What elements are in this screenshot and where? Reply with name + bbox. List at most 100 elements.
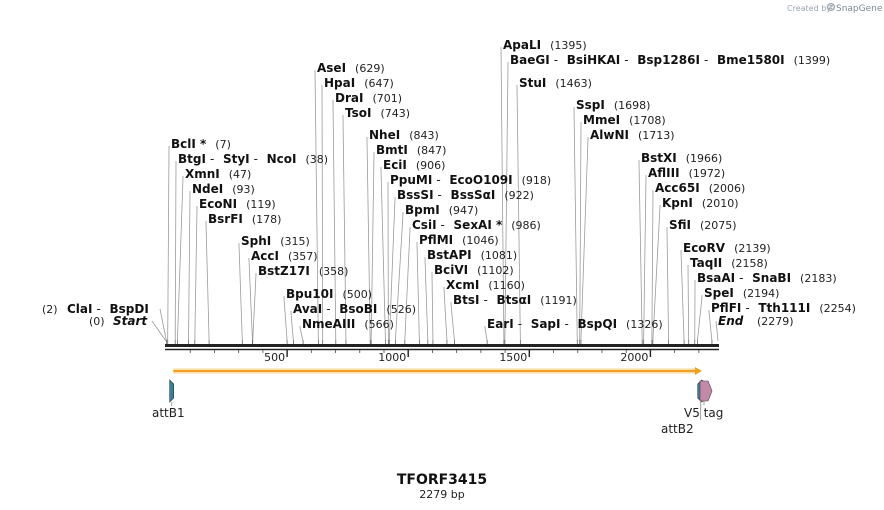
site-mmei[interactable]: MmeI (1708) bbox=[583, 113, 666, 127]
site-bcivi[interactable]: BciVI (1102) bbox=[434, 263, 514, 277]
site-pflfi[interactable]: PflFI - Tth111I (2254) bbox=[711, 301, 856, 315]
site-separator: - bbox=[564, 317, 568, 331]
ruler-tick-label: 1000 bbox=[378, 351, 406, 364]
site-bsssi[interactable]: BssSI - BssSαI (922) bbox=[397, 188, 534, 202]
site-tsoi[interactable]: TsoI (743) bbox=[345, 106, 410, 120]
site-leader-line bbox=[579, 122, 582, 342]
site-position: (986) bbox=[511, 219, 541, 232]
site-leader-line bbox=[697, 295, 703, 342]
site-leader-line bbox=[380, 167, 386, 342]
site-bstapi[interactable]: BstAPI (1081) bbox=[427, 248, 517, 262]
enzyme-name: Bme1580I bbox=[717, 53, 785, 67]
site-separator: - bbox=[704, 53, 708, 67]
site-leader-line bbox=[443, 287, 448, 342]
site-btsi[interactable]: BtsI - BtsαI (1191) bbox=[453, 293, 577, 307]
sequence-end-label: End (2279) bbox=[718, 314, 794, 328]
feature-track[interactable] bbox=[169, 367, 713, 420]
site-bstxi[interactable]: BstXI (1966) bbox=[641, 151, 722, 165]
site-xmni[interactable]: XmnI (47) bbox=[185, 167, 251, 181]
site-bsaai[interactable]: BsaAI - SnaBI (2183) bbox=[697, 271, 837, 285]
site-position: (315) bbox=[280, 235, 310, 248]
site-ecorv[interactable]: EcoRV (2139) bbox=[683, 241, 771, 255]
feature-v5-tag[interactable] bbox=[699, 380, 713, 402]
site-leader-line bbox=[366, 137, 371, 342]
site-sspi[interactable]: SspI (1698) bbox=[576, 98, 650, 112]
site-kpni[interactable]: KpnI (2010) bbox=[662, 196, 738, 210]
site-separator: - bbox=[441, 218, 445, 232]
site-ndei[interactable]: NdeI (93) bbox=[192, 182, 255, 196]
site-position: (743) bbox=[380, 107, 410, 120]
site-acci[interactable]: AccI (357) bbox=[251, 249, 318, 263]
sequence-start-label: (0) Start bbox=[89, 314, 148, 328]
ruler-tick-label: 2000 bbox=[620, 351, 648, 364]
enzyme-name: BtsI bbox=[453, 293, 480, 307]
site-econi[interactable]: EcoNI (119) bbox=[199, 197, 276, 211]
site-baegi[interactable]: BaeGI - BsiHKAI - Bsp1286I - Bme1580I (1399) bbox=[510, 53, 830, 67]
site-acc65i[interactable]: Acc65I (2006) bbox=[655, 181, 745, 195]
site-spei[interactable]: SpeI (2194) bbox=[704, 286, 779, 300]
site-taqii[interactable]: TaqII (2158) bbox=[690, 256, 768, 270]
site-separator: - bbox=[518, 317, 522, 331]
sequence-name: TFORF3415 bbox=[397, 472, 487, 488]
site-stui[interactable]: StuI (1463) bbox=[519, 76, 592, 90]
site-leader-line bbox=[424, 257, 429, 342]
start-label: Start bbox=[113, 314, 148, 328]
site-leader-line bbox=[176, 176, 184, 342]
site-pflmi[interactable]: PflMI (1046) bbox=[419, 233, 499, 247]
site-bcli[interactable]: BclI * (7) bbox=[171, 137, 231, 151]
site-position: (2075) bbox=[700, 219, 737, 232]
site-nmeaiii[interactable]: NmeAIII (566) bbox=[302, 317, 394, 331]
site-bpu10i[interactable]: Bpu10I (500) bbox=[286, 287, 372, 301]
enzyme-name: ApaLI bbox=[503, 38, 541, 52]
orf-arrow-head[interactable] bbox=[695, 367, 703, 375]
site-drai[interactable]: DraI (701) bbox=[335, 91, 402, 105]
enzyme-name: KpnI bbox=[662, 196, 693, 210]
site-asei[interactable]: AseI (629) bbox=[317, 61, 385, 75]
site-leader-line bbox=[573, 107, 578, 342]
enzyme-name: Bpu10I bbox=[286, 287, 333, 301]
enzyme-name: PflMI bbox=[419, 233, 453, 247]
site-separator: - bbox=[210, 152, 214, 166]
site-ppumi[interactable]: PpuMI - EcoO109I (918) bbox=[390, 173, 551, 187]
site-leader-line bbox=[314, 70, 319, 342]
enzyme-name: StyI bbox=[223, 152, 250, 166]
site-alwni[interactable]: AlwNI (1713) bbox=[590, 128, 675, 142]
snapgene-logo-icon bbox=[826, 2, 836, 12]
site-clai[interactable]: (2) ClaI - BspDI bbox=[42, 302, 149, 316]
site-xcmi[interactable]: XcmI (1160) bbox=[446, 278, 525, 292]
enzyme-name: NheI bbox=[369, 128, 400, 142]
site-btgi[interactable]: BtgI - StyI - NcoI (38) bbox=[178, 152, 328, 166]
feature-attb1[interactable] bbox=[169, 379, 174, 403]
site-position: (647) bbox=[364, 77, 394, 90]
enzyme-name: AlwNI bbox=[590, 128, 629, 142]
site-leader-line bbox=[500, 47, 505, 342]
site-afliii[interactable]: AflIII (1972) bbox=[648, 166, 725, 180]
site-leader-line bbox=[248, 258, 253, 342]
site-eari[interactable]: EarI - SapI - BspQI (1326) bbox=[487, 317, 663, 331]
site-hpai[interactable]: HpaI (647) bbox=[324, 76, 394, 90]
site-csii[interactable]: CsiI - SexAI * (986) bbox=[412, 218, 541, 232]
site-position: (7) bbox=[215, 138, 231, 151]
site-nhei[interactable]: NheI (843) bbox=[369, 128, 439, 142]
enzyme-name: XmnI bbox=[185, 167, 220, 181]
site-bpmi[interactable]: BpmI (947) bbox=[405, 203, 478, 217]
site-leader-line bbox=[194, 206, 198, 342]
site-separator: - bbox=[484, 293, 488, 307]
enzyme-name: BssSI bbox=[397, 188, 434, 202]
enzyme-name: BciVI bbox=[434, 263, 468, 277]
site-bsrfi[interactable]: BsrFI (178) bbox=[208, 212, 281, 226]
enzyme-name: BpmI bbox=[405, 203, 440, 217]
enzyme-name: TsoI bbox=[345, 106, 371, 120]
dna-backbone[interactable] bbox=[165, 344, 719, 351]
site-sfii[interactable]: SfiI (2075) bbox=[669, 218, 737, 232]
site-position: (922) bbox=[504, 189, 534, 202]
site-bmti[interactable]: BmtI (847) bbox=[376, 143, 446, 157]
site-apali[interactable]: ApaLI (1395) bbox=[503, 38, 587, 52]
site-sphi[interactable]: SphI (315) bbox=[241, 234, 310, 248]
site-avai[interactable]: AvaI - BsoBI (526) bbox=[293, 302, 416, 316]
site-leader-line bbox=[159, 308, 167, 342]
site-bstz17i[interactable]: BstZ17I (358) bbox=[258, 264, 348, 278]
site-separator: - bbox=[624, 53, 628, 67]
site-ecii[interactable]: EciI (906) bbox=[383, 158, 445, 172]
